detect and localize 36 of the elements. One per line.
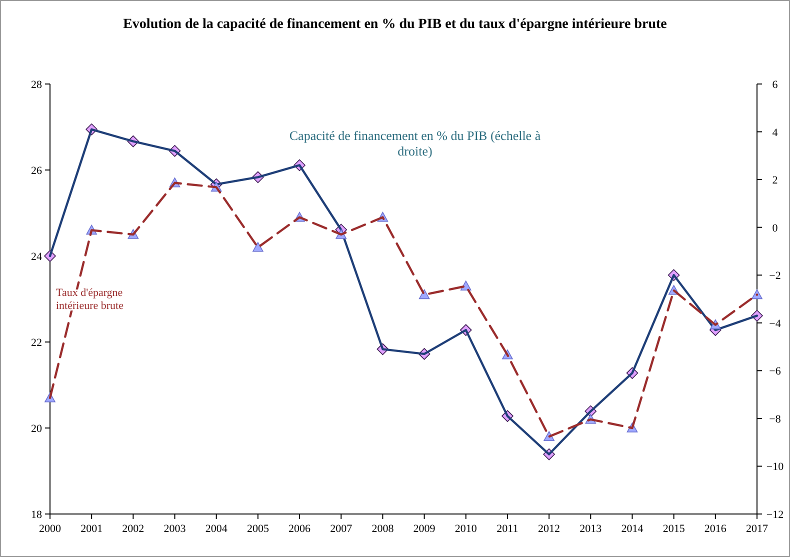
y-tick-label: 20 (31, 423, 42, 435)
x-tick-label: 2013 (580, 523, 602, 535)
x-tick-label: 2000 (39, 523, 62, 535)
y2-tick-label: 4 (772, 126, 778, 139)
y2-tick-label: 2 (772, 174, 778, 187)
x-tick-label: 2007 (330, 523, 353, 535)
series-label: Capacité de financement en % du PIB (échelle à droite) (289, 128, 541, 159)
y2-tick-label: −4 (769, 318, 782, 330)
y2-tick-label: −10 (766, 461, 784, 474)
x-tick-label: 2016 (704, 523, 727, 535)
x-tick-label: 2005 (246, 523, 270, 535)
y-tick-label: 28 (31, 79, 42, 91)
y-tick-label: 18 (31, 509, 42, 521)
x-tick-label: 2009 (413, 523, 436, 535)
y2-tick-label: 0 (772, 222, 778, 234)
y-tick-label: 24 (31, 251, 42, 263)
x-tick-label: 2002 (122, 523, 144, 535)
x-tick-label: 2015 (662, 523, 686, 535)
y2-tick-label: −2 (769, 270, 781, 282)
y-tick-label: 22 (31, 337, 42, 349)
x-tick-label: 2017 (746, 523, 768, 535)
x-tick-label: 2006 (288, 523, 312, 535)
y2-tick-label: −12 (766, 509, 784, 521)
x-tick-label: 2012 (538, 523, 560, 535)
x-tick-label: 2014 (621, 523, 644, 535)
x-tick-label: 2004 (205, 523, 228, 535)
y2-tick-label: −8 (769, 413, 782, 426)
x-tick-label: 2003 (164, 523, 186, 535)
y2-tick-label: 6 (772, 79, 778, 91)
x-tick-label: 2010 (454, 523, 478, 535)
y-tick-label: 26 (31, 165, 42, 177)
y2-tick-label: −6 (769, 366, 782, 378)
chart-title: Evolution de la capacité de financement en % du PIB et du taux d'épargne intérieure brute (123, 17, 667, 32)
x-tick-label: 2011 (496, 523, 518, 535)
x-tick-label: 2001 (80, 523, 103, 535)
x-tick-label: 2008 (372, 523, 394, 535)
